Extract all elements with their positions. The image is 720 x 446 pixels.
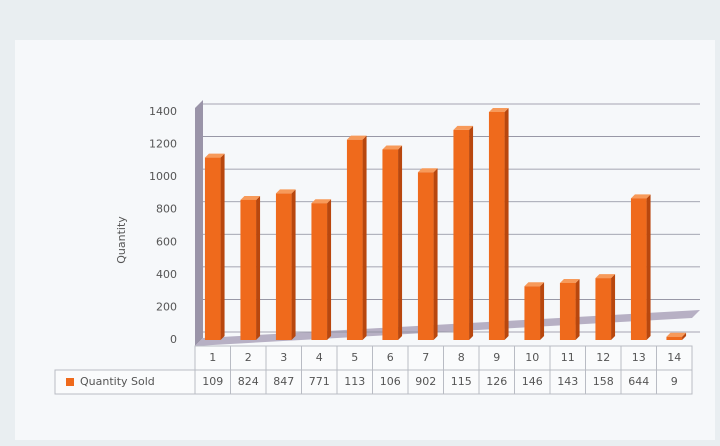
bar-side: [505, 108, 509, 340]
x-tick-label: 12: [596, 351, 610, 364]
bar-side: [398, 145, 402, 340]
bar-side: [611, 274, 615, 340]
y-tick-label: 0: [170, 333, 177, 346]
table-value: 158: [593, 375, 614, 388]
x-tick-label: 13: [632, 351, 646, 364]
table-value: 115: [451, 375, 472, 388]
x-tick-label: 11: [561, 351, 575, 364]
bar-side: [292, 189, 296, 340]
table-value: 847: [273, 375, 294, 388]
bar: [418, 172, 434, 340]
bar: [276, 193, 292, 340]
bar: [347, 140, 363, 340]
table-value: 113: [344, 375, 365, 388]
bar-side: [540, 282, 544, 340]
y-tick-label: 1200: [149, 138, 177, 151]
table-value: 109: [202, 375, 223, 388]
bar-side: [647, 194, 651, 340]
bar-side: [469, 126, 473, 340]
table-value: 824: [238, 375, 259, 388]
bar: [240, 200, 256, 340]
bar-side: [363, 136, 367, 340]
x-tick-label: 3: [280, 351, 287, 364]
table-value: 771: [309, 375, 330, 388]
bar: [489, 112, 505, 340]
back-wall-side: [195, 100, 203, 346]
x-tick-label: 4: [316, 351, 323, 364]
bar-side: [576, 279, 580, 340]
y-tick-label: 600: [156, 235, 177, 248]
x-tick-label: 6: [387, 351, 394, 364]
bar: [311, 203, 327, 340]
x-tick-label: 14: [667, 351, 681, 364]
chart: Quantity 0 200 400 600 800 1000 1200 1400 Quanti…: [0, 0, 720, 446]
bar: [453, 130, 469, 340]
table-value: 106: [380, 375, 401, 388]
bar: [382, 149, 398, 340]
legend-swatch: [66, 378, 74, 386]
bar: [205, 158, 221, 340]
y-tick-label: 1000: [149, 170, 177, 183]
x-tick-label: 1: [209, 351, 216, 364]
y-tick-label: 800: [156, 203, 177, 216]
table-value: 146: [522, 375, 543, 388]
y-axis-label: Quantity: [115, 216, 128, 264]
x-tick-label: 9: [493, 351, 500, 364]
bar: [524, 286, 540, 340]
table-value: 644: [628, 375, 649, 388]
bar-side: [256, 196, 260, 340]
x-tick-label: 2: [245, 351, 252, 364]
bar-side: [327, 199, 331, 340]
table-value: 143: [557, 375, 578, 388]
bar: [666, 337, 682, 340]
bar-side: [434, 168, 438, 340]
table-value: 126: [486, 375, 507, 388]
bar-side: [221, 154, 225, 340]
x-tick-label: 5: [351, 351, 358, 364]
x-tick-label: 7: [422, 351, 429, 364]
bar: [631, 198, 647, 340]
bar: [595, 278, 611, 340]
x-tick-label: 10: [525, 351, 539, 364]
table-value: 902: [415, 375, 436, 388]
y-tick-label: 200: [156, 300, 177, 313]
legend-label: Quantity Sold: [80, 375, 155, 388]
y-tick-label: 1400: [149, 105, 177, 118]
y-tick-label: 400: [156, 268, 177, 281]
bar: [560, 283, 576, 340]
x-tick-label: 8: [458, 351, 465, 364]
table-value: 9: [671, 375, 678, 388]
